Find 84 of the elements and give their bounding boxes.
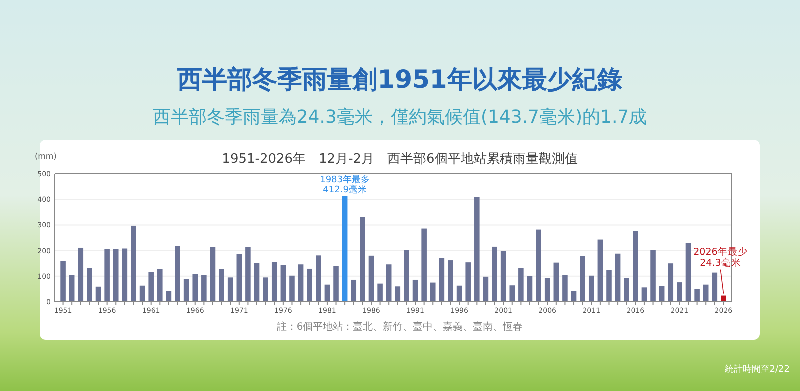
bar — [456, 286, 462, 302]
chart-title: 西半部冬季雨量創1951年以來最少紀錄 — [176, 65, 622, 94]
bar — [412, 280, 418, 302]
bar — [598, 240, 604, 302]
bar — [439, 258, 445, 302]
bar — [210, 247, 216, 302]
bar — [87, 268, 92, 302]
bar — [307, 268, 312, 302]
text: 註：6個平地站：臺北、新竹、臺中、嘉義、臺南、恆春 — [276, 321, 524, 333]
bar — [615, 254, 621, 302]
bar — [483, 276, 489, 302]
bar — [324, 284, 330, 302]
bar — [677, 282, 682, 302]
bar — [624, 278, 630, 302]
bar — [69, 275, 75, 302]
bar — [122, 248, 128, 302]
annotation: 1983年最多 412.9毫米 — [320, 174, 370, 196]
bar — [642, 288, 648, 302]
bar — [290, 276, 295, 302]
bar — [158, 269, 163, 302]
bar — [536, 230, 542, 302]
bar — [360, 217, 366, 302]
bar — [580, 256, 586, 302]
bar — [166, 292, 172, 302]
bar — [60, 261, 66, 302]
bar — [378, 284, 383, 302]
y-axis-title: (mm) — [35, 152, 57, 161]
bar — [202, 275, 207, 302]
bar — [175, 246, 180, 302]
bar — [131, 226, 136, 302]
bar — [104, 249, 110, 302]
bar — [606, 270, 612, 302]
bar — [544, 278, 550, 302]
bar — [96, 286, 102, 302]
bar — [554, 262, 560, 302]
bar — [78, 248, 84, 302]
annotation: 2026年最少 24.3毫米 — [694, 246, 748, 269]
bar — [492, 246, 498, 302]
bar — [510, 286, 516, 302]
bar — [466, 262, 471, 302]
bar — [588, 276, 594, 302]
bar — [500, 251, 506, 302]
bar — [686, 243, 692, 302]
bar — [571, 292, 577, 302]
bar — [236, 254, 242, 302]
bar — [246, 247, 251, 302]
bar — [650, 250, 656, 302]
bar — [254, 263, 260, 302]
bar — [721, 296, 726, 302]
bar — [474, 197, 480, 302]
bar — [518, 268, 524, 302]
bar — [316, 256, 322, 302]
bar — [184, 279, 190, 302]
bar — [298, 264, 304, 302]
bar — [703, 284, 709, 302]
bar — [422, 228, 427, 302]
bar — [351, 280, 357, 302]
bar — [633, 231, 638, 302]
text: 1951-2026年 12月-2月 西半部6個平地站累積雨量觀測值 — [222, 152, 578, 167]
bar — [395, 286, 401, 302]
bar — [368, 256, 374, 302]
bar — [192, 274, 198, 302]
bar — [527, 276, 533, 302]
bar — [404, 250, 410, 302]
bar — [140, 286, 146, 302]
bar — [712, 272, 718, 302]
bar — [694, 289, 700, 302]
bar — [448, 260, 454, 302]
bar — [342, 196, 348, 302]
bar — [430, 282, 436, 302]
bar — [148, 272, 154, 302]
bar — [668, 264, 674, 302]
bar — [334, 266, 339, 302]
bar — [659, 286, 665, 302]
bar — [263, 278, 268, 302]
bar — [562, 275, 568, 302]
bar — [386, 264, 392, 302]
bar — [228, 278, 234, 302]
bar — [113, 249, 119, 302]
bar — [280, 265, 286, 302]
text: 統計時間至2/22 — [724, 364, 790, 375]
bar — [219, 269, 224, 302]
bar — [272, 262, 278, 302]
chart-subtitle: 西半部冬季雨量為24.3毫米，僅約氣候值(143.7毫米)的1.7成 — [152, 107, 648, 128]
